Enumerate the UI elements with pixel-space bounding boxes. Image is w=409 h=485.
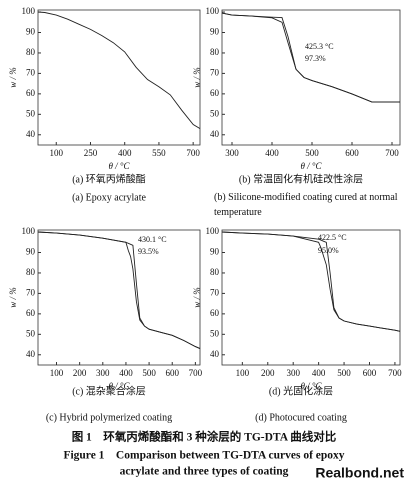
x-tick-label: 700	[189, 368, 203, 378]
y-tick-label: 40	[26, 349, 36, 359]
figure-caption-zh: 图 1 环氧丙烯酸酯和 3 种涂层的 TG-DTA 曲线对比	[72, 430, 337, 444]
y-tick-label: 80	[26, 267, 36, 277]
y-tick-label: 50	[26, 328, 36, 338]
y-tick-label: 80	[210, 47, 220, 57]
x-tick-label: 500	[305, 148, 319, 158]
tg-curve	[37, 231, 201, 350]
annotation: 422.5 °C	[318, 233, 347, 242]
x-axis-label: θ / °C	[300, 381, 322, 391]
caption-zh: (b) 常温固化有机硅改性涂层	[239, 172, 363, 185]
annotation: 93.5%	[138, 247, 159, 256]
y-tick-label: 50	[210, 328, 220, 338]
y-tick-label: 90	[210, 27, 220, 37]
x-tick-label: 600	[345, 148, 359, 158]
y-tick-label: 70	[210, 67, 220, 77]
y-tick-label: 100	[22, 226, 36, 236]
tg-curve	[221, 231, 401, 332]
figure-caption-en: Figure 1 Comparison between TG-DTA curve…	[63, 450, 344, 462]
caption-en: (c) Hybrid polymerized coating	[46, 412, 172, 423]
plot-frame	[221, 229, 401, 366]
annotation: 425.3 °C	[305, 42, 334, 51]
y-tick-label: 60	[210, 308, 220, 318]
x-tick-label: 550	[152, 148, 166, 158]
x-tick-label: 250	[84, 148, 98, 158]
y-tick-label: 40	[210, 129, 220, 139]
plot-frame	[37, 9, 201, 146]
y-tick-label: 80	[26, 47, 36, 57]
x-tick-label: 400	[265, 148, 279, 158]
y-tick-label: 90	[210, 247, 220, 257]
x-tick-label: 700	[186, 148, 200, 158]
y-tick-label: 70	[26, 67, 36, 77]
x-tick-label: 200	[261, 368, 275, 378]
x-tick-label: 100	[50, 148, 64, 158]
x-tick-label: 700	[388, 368, 402, 378]
y-tick-label: 90	[26, 247, 36, 257]
x-tick-label: 700	[385, 148, 399, 158]
x-tick-label: 500	[142, 368, 156, 378]
y-tick-label: 100	[206, 6, 220, 16]
y-tick-label: 50	[26, 108, 36, 118]
caption-en: (b) Silicone-modified coating cured at n…	[214, 192, 398, 218]
x-tick-label: 600	[363, 368, 377, 378]
y-axis-label: w / %	[8, 287, 18, 308]
x-tick-label: 500	[337, 368, 351, 378]
x-tick-label: 600	[165, 368, 179, 378]
tg-curve	[221, 231, 401, 332]
x-tick-label: 100	[236, 368, 250, 378]
y-tick-label: 70	[26, 287, 36, 297]
plot-frame	[37, 229, 201, 366]
caption-zh: (a) 环氧丙烯酸酯	[72, 172, 146, 185]
plot-frame	[221, 9, 401, 146]
y-tick-label: 70	[210, 287, 220, 297]
figure-caption-en: acrylate and three types of coating	[120, 466, 289, 478]
y-tick-label: 60	[210, 88, 220, 98]
annotation: 430.1 °C	[138, 235, 167, 244]
x-tick-label: 300	[286, 368, 300, 378]
y-tick-label: 60	[26, 88, 36, 98]
x-axis-label: θ / °C	[108, 161, 130, 171]
x-axis-label: θ / °C	[108, 381, 130, 391]
y-tick-label: 100	[22, 6, 36, 16]
y-tick-label: 60	[26, 308, 36, 318]
tg-curve	[221, 12, 400, 103]
y-tick-label: 80	[210, 267, 220, 277]
x-tick-label: 400	[312, 368, 326, 378]
x-tick-label: 200	[73, 368, 87, 378]
annotation: 95.0%	[318, 246, 339, 255]
watermark: Realbond.net	[315, 465, 404, 481]
y-axis-label: w / %	[192, 67, 202, 88]
caption-zh: (c) 混杂聚合涂层	[72, 384, 146, 397]
y-tick-label: 40	[210, 349, 220, 359]
caption-en-box: (b) Silicone-modified coating cured at n…	[214, 192, 398, 218]
x-axis-label: θ / °C	[300, 161, 322, 171]
y-tick-label: 90	[26, 27, 36, 37]
tg-curve	[37, 231, 201, 350]
caption-en: (d) Photocured coating	[255, 412, 347, 423]
caption-zh: (d) 光固化涂层	[269, 384, 333, 397]
y-axis-label: w / %	[192, 287, 202, 308]
x-tick-label: 400	[119, 368, 133, 378]
y-tick-label: 100	[206, 226, 220, 236]
annotation: 97.3%	[305, 54, 326, 63]
x-tick-label: 300	[96, 368, 110, 378]
x-tick-label: 400	[118, 148, 132, 158]
x-tick-label: 100	[50, 368, 64, 378]
y-tick-label: 50	[210, 108, 220, 118]
y-axis-label: w / %	[8, 67, 18, 88]
tg-curve	[37, 11, 201, 129]
x-tick-label: 300	[225, 148, 239, 158]
y-tick-label: 40	[26, 129, 36, 139]
caption-en: (a) Epoxy acrylate	[72, 192, 146, 203]
